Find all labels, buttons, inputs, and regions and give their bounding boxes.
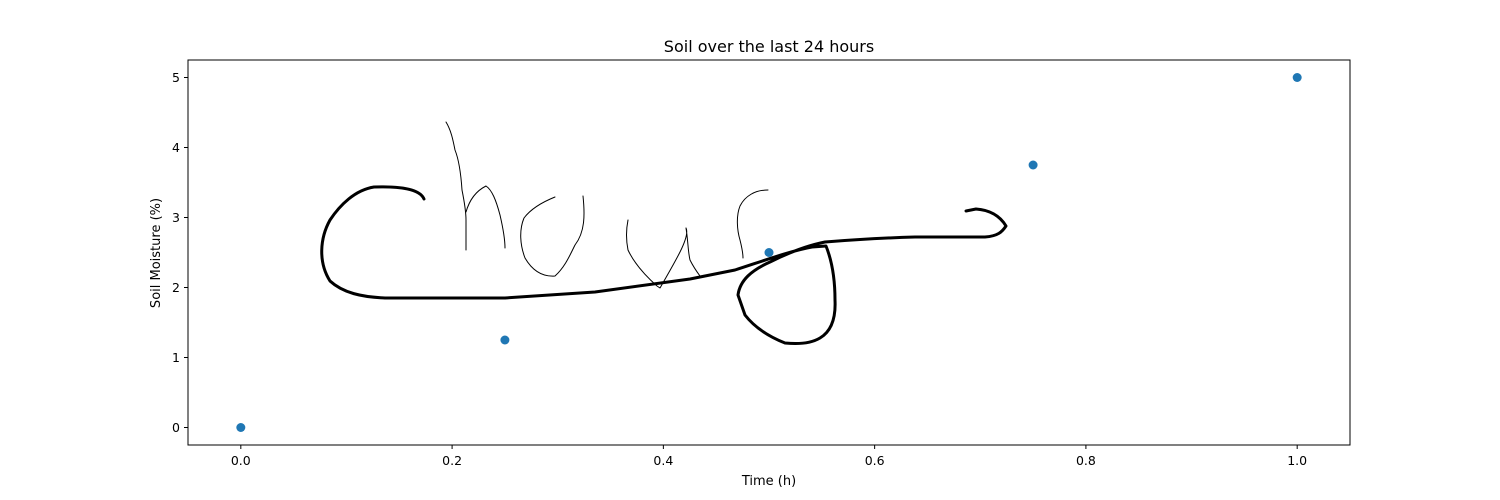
data-point xyxy=(236,423,246,432)
x-tick-label: 0.8 xyxy=(1076,453,1096,468)
chart-title: Soil over the last 24 hours xyxy=(664,37,874,56)
x-tick-label: 0.0 xyxy=(231,453,251,468)
x-tick-label: 1.0 xyxy=(1287,453,1307,468)
y-axis-label: Soil Moisture (%) xyxy=(149,198,164,308)
data-point xyxy=(1028,160,1038,170)
x-tick-label: 0.6 xyxy=(865,453,885,468)
x-axis-label: Time (h) xyxy=(741,474,796,489)
data-point xyxy=(1292,73,1302,82)
y-axis: 0 1 2 3 4 5 xyxy=(172,70,188,435)
data-point xyxy=(764,248,774,257)
y-tick-label: 4 xyxy=(172,140,180,155)
y-tick-label: 2 xyxy=(172,280,180,295)
data-points xyxy=(236,73,1302,432)
y-tick-label: 0 xyxy=(172,420,180,435)
handwritten-signature xyxy=(320,121,1008,345)
x-axis: 0.0 0.2 0.4 0.6 0.8 1.0 xyxy=(231,445,1307,468)
plot-frame xyxy=(187,59,1351,446)
x-tick-label: 0.4 xyxy=(653,453,673,468)
x-tick-label: 0.2 xyxy=(442,453,462,468)
y-tick-label: 5 xyxy=(172,70,180,85)
y-tick-label: 1 xyxy=(172,350,180,365)
data-point xyxy=(500,335,510,345)
y-tick-label: 3 xyxy=(172,210,180,225)
